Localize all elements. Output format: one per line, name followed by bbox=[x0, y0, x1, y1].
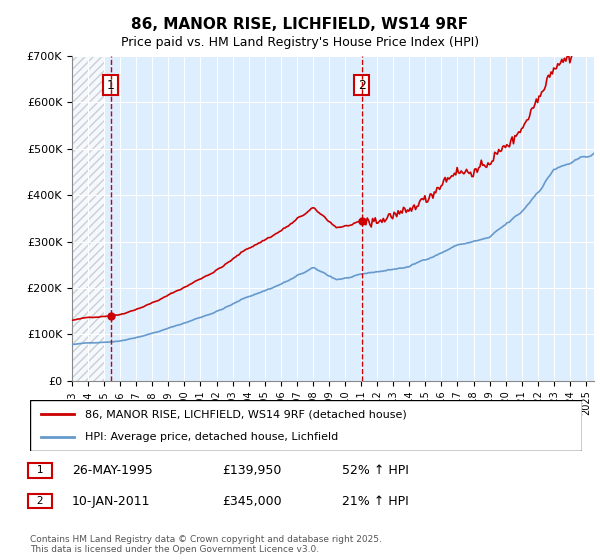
Text: 2: 2 bbox=[358, 79, 365, 92]
Text: 86, MANOR RISE, LICHFIELD, WS14 9RF: 86, MANOR RISE, LICHFIELD, WS14 9RF bbox=[131, 17, 469, 32]
Text: 21% ↑ HPI: 21% ↑ HPI bbox=[342, 494, 409, 508]
Bar bbox=[72, 56, 104, 381]
Text: £345,000: £345,000 bbox=[222, 494, 281, 508]
Text: 52% ↑ HPI: 52% ↑ HPI bbox=[342, 464, 409, 477]
Text: 2: 2 bbox=[30, 496, 50, 506]
Text: 26-MAY-1995: 26-MAY-1995 bbox=[72, 464, 153, 477]
Text: 10-JAN-2011: 10-JAN-2011 bbox=[72, 494, 151, 508]
Text: £139,950: £139,950 bbox=[222, 464, 281, 477]
FancyBboxPatch shape bbox=[30, 400, 582, 451]
Text: Contains HM Land Registry data © Crown copyright and database right 2025.
This d: Contains HM Land Registry data © Crown c… bbox=[30, 535, 382, 554]
Text: Price paid vs. HM Land Registry's House Price Index (HPI): Price paid vs. HM Land Registry's House … bbox=[121, 36, 479, 49]
Text: 86, MANOR RISE, LICHFIELD, WS14 9RF (detached house): 86, MANOR RISE, LICHFIELD, WS14 9RF (det… bbox=[85, 409, 407, 419]
Text: 1: 1 bbox=[30, 465, 50, 475]
Text: 1: 1 bbox=[107, 79, 115, 92]
Text: HPI: Average price, detached house, Lichfield: HPI: Average price, detached house, Lich… bbox=[85, 432, 338, 442]
